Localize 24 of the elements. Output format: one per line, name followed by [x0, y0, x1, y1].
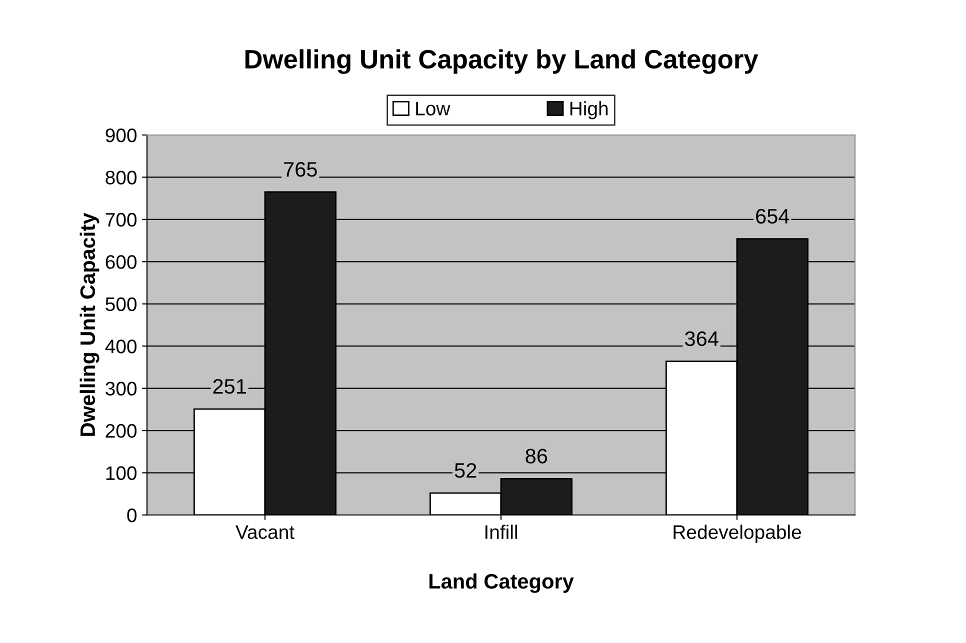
legend-label: High — [570, 101, 608, 120]
chart-title: Dwelling Unit Capacity by Land Category — [245, 49, 758, 74]
y-tick-label: 400 — [105, 340, 137, 354]
data-label: 364 — [685, 331, 718, 346]
y-tick-label: 700 — [106, 212, 137, 227]
data-label: 765 — [284, 162, 317, 177]
x-axis-title: Land Category — [429, 573, 574, 593]
y-tick-label: 100 — [106, 466, 137, 480]
y-tick-label: 0 — [127, 508, 137, 522]
data-label: 86 — [526, 448, 548, 464]
y-tick-label: 300 — [106, 382, 137, 396]
y-tick-label: 900 — [106, 128, 137, 142]
y-tick-label: 500 — [106, 297, 137, 312]
y-tick-label: 200 — [106, 424, 137, 438]
y-tick-label: 800 — [106, 170, 137, 184]
data-label: 52 — [454, 463, 476, 478]
x-tick-label: Vacant — [236, 525, 294, 540]
x-tick-label: Infill — [486, 524, 517, 539]
data-label: 251 — [213, 379, 246, 394]
y-tick-label: 600 — [106, 255, 137, 269]
data-label: 654 — [756, 208, 790, 224]
legend-label: Low — [416, 102, 450, 116]
x-tick-label: Redevelopable — [674, 524, 802, 543]
y-axis-title: Dwelling Unit Capacity — [80, 212, 100, 436]
